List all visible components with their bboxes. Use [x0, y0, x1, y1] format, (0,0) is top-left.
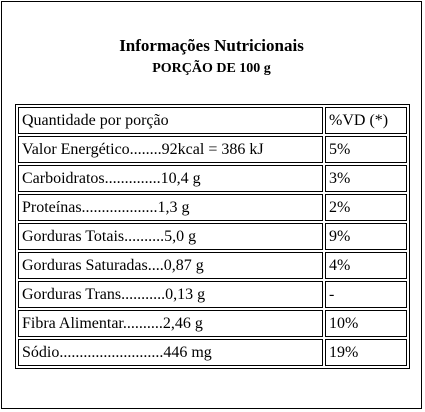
row-daily-value: 4%: [325, 252, 407, 279]
table-row: Fibra Alimentar..........2,46 g 10%: [18, 310, 407, 337]
table-row: Carboidratos..............10,4 g 3%: [18, 165, 407, 192]
row-item: Proteínas...................1,3 g: [18, 194, 323, 221]
label-title: Informações Nutricionais: [119, 36, 304, 55]
table-row: Gorduras Trans...........0,13 g -: [18, 281, 407, 308]
table-row: Gorduras Saturadas....0,87 g 4%: [18, 252, 407, 279]
row-item: Gorduras Saturadas....0,87 g: [18, 252, 323, 279]
header-quantity: Quantidade por porção: [18, 107, 323, 134]
row-item: Gorduras Trans...........0,13 g: [18, 281, 323, 308]
row-daily-value: 5%: [325, 136, 407, 163]
row-item: Carboidratos..............10,4 g: [18, 165, 323, 192]
row-item: Valor Energético........92kcal = 386 kJ: [18, 136, 323, 163]
table-row: Valor Energético........92kcal = 386 kJ …: [18, 136, 407, 163]
row-item: Fibra Alimentar..........2,46 g: [18, 310, 323, 337]
row-item: Gorduras Totais..........5,0 g: [18, 223, 323, 250]
table-row: Proteínas...................1,3 g 2%: [18, 194, 407, 221]
table-header-row: Quantidade por porção %VD (*): [18, 107, 407, 134]
row-daily-value: 9%: [325, 223, 407, 250]
table-row: Gorduras Totais..........5,0 g 9%: [18, 223, 407, 250]
row-daily-value: -: [325, 281, 407, 308]
label-subtitle: PORÇÃO DE 100 g: [152, 61, 271, 76]
nutrition-table: Quantidade por porção %VD (*) Valor Ener…: [15, 104, 410, 369]
row-daily-value: 19%: [325, 339, 407, 366]
row-daily-value: 2%: [325, 194, 407, 221]
row-daily-value: 10%: [325, 310, 407, 337]
table-row: Sódio..........................446 mg 19…: [18, 339, 407, 366]
row-item: Sódio..........................446 mg: [18, 339, 323, 366]
header-daily-value: %VD (*): [325, 107, 407, 134]
row-daily-value: 3%: [325, 165, 407, 192]
